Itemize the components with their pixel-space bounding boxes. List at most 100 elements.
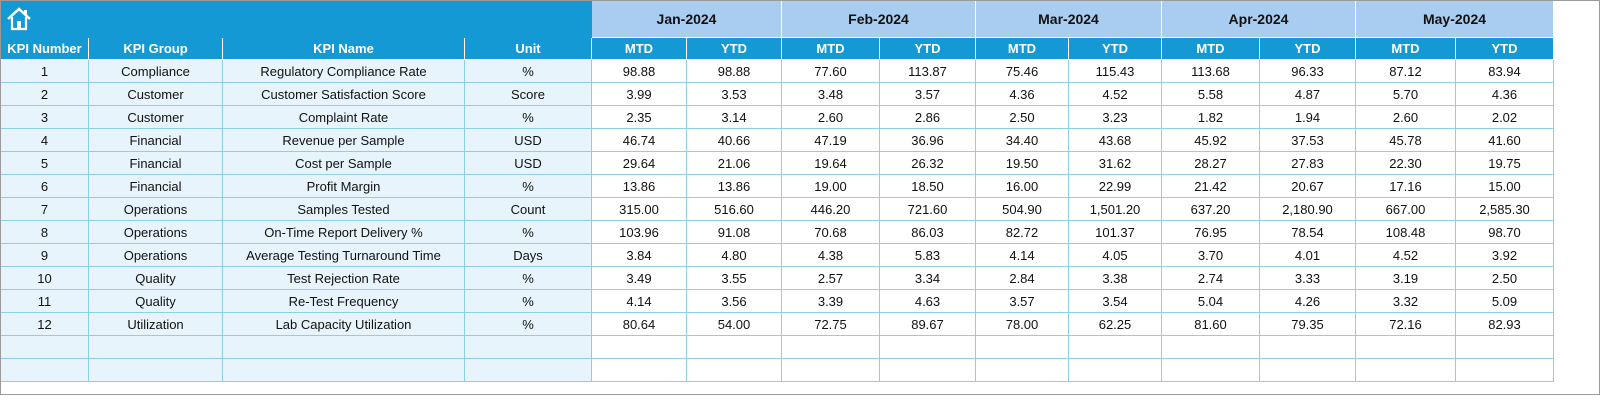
value-cell: 96.33	[1260, 60, 1356, 83]
empty-cell	[1356, 359, 1456, 382]
value-cell: 3.57	[976, 290, 1069, 313]
value-cell: 41.60	[1456, 129, 1554, 152]
empty-cell	[592, 336, 687, 359]
empty-cell	[465, 359, 592, 382]
value-cell: 34.40	[976, 129, 1069, 152]
value-cell: 79.35	[1260, 313, 1356, 336]
sub-header: MTD	[782, 38, 880, 60]
kpi-number: 10	[1, 267, 89, 290]
kpi-group: Compliance	[89, 60, 223, 83]
kpi-group: Quality	[89, 267, 223, 290]
value-cell: 103.96	[592, 221, 687, 244]
value-cell: 315.00	[592, 198, 687, 221]
value-cell: 15.00	[1456, 175, 1554, 198]
kpi-number: 7	[1, 198, 89, 221]
value-cell: 82.93	[1456, 313, 1554, 336]
value-cell: 3.57	[880, 83, 976, 106]
value-cell: 31.62	[1069, 152, 1162, 175]
value-cell: 108.48	[1356, 221, 1456, 244]
kpi-group: Quality	[89, 290, 223, 313]
value-cell: 3.19	[1356, 267, 1456, 290]
value-cell: 36.96	[880, 129, 976, 152]
sub-header: MTD	[1162, 38, 1260, 60]
kpi-number: 6	[1, 175, 89, 198]
value-cell: 5.09	[1456, 290, 1554, 313]
empty-cell	[782, 336, 880, 359]
value-cell: 3.34	[880, 267, 976, 290]
empty-cell	[880, 336, 976, 359]
value-cell: 637.20	[1162, 198, 1260, 221]
value-cell: 19.75	[1456, 152, 1554, 175]
empty-cell	[1069, 336, 1162, 359]
value-cell: 40.66	[687, 129, 782, 152]
value-cell: 113.68	[1162, 60, 1260, 83]
kpi-group: Operations	[89, 198, 223, 221]
value-cell: 76.95	[1162, 221, 1260, 244]
value-cell: 4.01	[1260, 244, 1356, 267]
sub-header: YTD	[880, 38, 976, 60]
value-cell: 91.08	[687, 221, 782, 244]
empty-cell	[687, 359, 782, 382]
value-cell: 1,501.20	[1069, 198, 1162, 221]
empty-cell	[1069, 359, 1162, 382]
kpi-name: Lab Capacity Utilization	[223, 313, 465, 336]
value-cell: 2.50	[976, 106, 1069, 129]
sub-header: MTD	[976, 38, 1069, 60]
kpi-unit: %	[465, 267, 592, 290]
value-cell: 3.56	[687, 290, 782, 313]
value-cell: 45.92	[1162, 129, 1260, 152]
kpi-name: Average Testing Turnaround Time	[223, 244, 465, 267]
value-cell: 22.99	[1069, 175, 1162, 198]
kpi-unit: USD	[465, 129, 592, 152]
empty-cell	[1260, 359, 1356, 382]
month-header: May-2024	[1356, 1, 1554, 38]
value-cell: 4.05	[1069, 244, 1162, 267]
value-cell: 2.60	[782, 106, 880, 129]
value-cell: 13.86	[592, 175, 687, 198]
empty-cell	[1456, 336, 1554, 359]
kpi-number: 11	[1, 290, 89, 313]
value-cell: 4.36	[976, 83, 1069, 106]
value-cell: 4.63	[880, 290, 976, 313]
column-header: KPI Group	[89, 38, 223, 60]
kpi-number: 1	[1, 60, 89, 83]
value-cell: 13.86	[687, 175, 782, 198]
kpi-unit: Days	[465, 244, 592, 267]
kpi-unit: %	[465, 175, 592, 198]
value-cell: 2.84	[976, 267, 1069, 290]
value-cell: 3.23	[1069, 106, 1162, 129]
empty-cell	[782, 359, 880, 382]
empty-cell	[89, 336, 223, 359]
kpi-unit: %	[465, 106, 592, 129]
kpi-number: 2	[1, 83, 89, 106]
empty-cell	[1162, 359, 1260, 382]
kpi-name: Samples Tested	[223, 198, 465, 221]
value-cell: 2.74	[1162, 267, 1260, 290]
column-header: KPI Number	[1, 38, 89, 60]
empty-cell	[223, 359, 465, 382]
kpi-number: 9	[1, 244, 89, 267]
value-cell: 1.82	[1162, 106, 1260, 129]
kpi-group: Utilization	[89, 313, 223, 336]
value-cell: 70.68	[782, 221, 880, 244]
empty-cell	[1456, 359, 1554, 382]
column-header: KPI Name	[223, 38, 465, 60]
value-cell: 2.60	[1356, 106, 1456, 129]
value-cell: 80.64	[592, 313, 687, 336]
value-cell: 16.00	[976, 175, 1069, 198]
value-cell: 46.74	[592, 129, 687, 152]
value-cell: 4.14	[976, 244, 1069, 267]
value-cell: 2.50	[1456, 267, 1554, 290]
kpi-number: 8	[1, 221, 89, 244]
sub-header: YTD	[1260, 38, 1356, 60]
kpi-unit: %	[465, 60, 592, 83]
kpi-group: Financial	[89, 129, 223, 152]
value-cell: 721.60	[880, 198, 976, 221]
empty-cell	[592, 359, 687, 382]
home-icon[interactable]	[5, 6, 33, 32]
value-cell: 21.06	[687, 152, 782, 175]
value-cell: 81.60	[1162, 313, 1260, 336]
value-cell: 75.46	[976, 60, 1069, 83]
value-cell: 2,180.90	[1260, 198, 1356, 221]
